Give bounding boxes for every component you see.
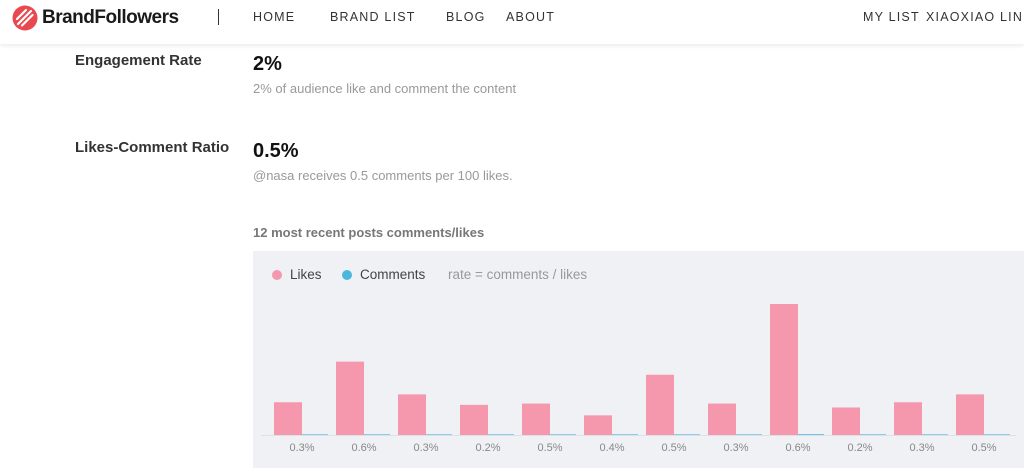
rate-tick-label: 0.5%: [661, 442, 686, 454]
header-divider: [218, 9, 219, 25]
comments-likes-bar-chart: 0.3% 0.6% 0.3% 0.2% 0.5% 0.4% 0.5% 0.3% 0.6% 0.2%…: [261, 304, 1016, 454]
brand-logo[interactable]: BrandFollowers: [12, 5, 179, 31]
likes-bar[interactable]: [646, 374, 674, 435]
rate-tick-label: 0.2%: [847, 442, 872, 454]
comments-bar[interactable]: [984, 434, 1010, 435]
likes-bar[interactable]: [336, 361, 364, 435]
rate-tick-label: 0.2%: [475, 442, 500, 454]
legend-item-comments[interactable]: Comments: [342, 267, 425, 282]
comments-bar[interactable]: [302, 434, 328, 435]
engagement-rate-description: 2% of audience like and comment the cont…: [253, 81, 517, 96]
likes-bar[interactable]: [894, 402, 922, 435]
nav-about[interactable]: ABOUT: [506, 10, 556, 24]
legend-label-likes: Likes: [290, 267, 322, 282]
likes-legend-dot-icon: [272, 269, 282, 280]
legend-item-likes[interactable]: Likes: [272, 267, 322, 282]
likes-bar[interactable]: [770, 304, 798, 435]
engagement-rate-value: 2%: [253, 53, 282, 75]
comments-bar[interactable]: [922, 434, 948, 435]
likes-bar[interactable]: [584, 415, 612, 435]
likes-bar[interactable]: [398, 394, 426, 435]
rate-tick-label: 0.6%: [351, 442, 376, 454]
comments-bar[interactable]: [488, 434, 514, 435]
brandfollowers-logo-icon: [12, 5, 38, 31]
likes-bar[interactable]: [460, 404, 488, 435]
likes-bar[interactable]: [956, 394, 984, 435]
rate-tick-label: 0.4%: [599, 442, 624, 454]
comments-bar[interactable]: [550, 434, 576, 435]
likes-comment-ratio-label: Likes-Comment Ratio: [75, 139, 230, 156]
rate-tick-label: 0.6%: [785, 442, 810, 454]
rate-tick-label: 0.3%: [289, 442, 314, 454]
engagement-rate-label: Engagement Rate: [75, 52, 202, 69]
comments-bar[interactable]: [736, 434, 762, 435]
nav-my-list[interactable]: MY LIST: [863, 10, 920, 24]
rate-tick-label: 0.3%: [909, 442, 934, 454]
likes-comment-ratio-value: 0.5%: [253, 140, 299, 162]
chart-section-title: 12 most recent posts comments/likes: [253, 225, 485, 240]
likes-bar[interactable]: [522, 403, 550, 435]
likes-bar[interactable]: [832, 407, 860, 435]
likes-bar[interactable]: [274, 402, 302, 435]
nav-home[interactable]: HOME: [253, 10, 296, 24]
rate-formula-note: rate = comments / likes: [448, 267, 588, 282]
rate-tick-label: 0.5%: [537, 442, 562, 454]
comments-bar[interactable]: [674, 434, 700, 435]
comments-bar[interactable]: [426, 434, 452, 435]
brand-name: BrandFollowers: [42, 7, 179, 28]
comments-bar[interactable]: [798, 434, 824, 435]
likes-comment-ratio-description: @nasa receives 0.5 comments per 100 like…: [253, 168, 513, 183]
rate-tick-label: 0.3%: [723, 442, 748, 454]
nav-brand-list[interactable]: BRAND LIST: [330, 10, 416, 24]
comments-bar[interactable]: [612, 434, 638, 435]
comments-bar[interactable]: [364, 434, 390, 435]
comments-bar[interactable]: [860, 434, 886, 435]
legend-label-comments: Comments: [360, 267, 426, 282]
likes-bar[interactable]: [708, 403, 736, 435]
nav-blog[interactable]: BLOG: [446, 10, 486, 24]
nav-user-profile[interactable]: XIAOXIAO LIN: [926, 10, 1024, 24]
rate-tick-label: 0.3%: [413, 442, 438, 454]
rate-tick-label: 0.5%: [971, 442, 996, 454]
top-navigation-bar: BrandFollowers HOME BRAND LIST BLOG ABOU…: [0, 0, 1024, 44]
comments-legend-dot-icon: [342, 269, 352, 280]
